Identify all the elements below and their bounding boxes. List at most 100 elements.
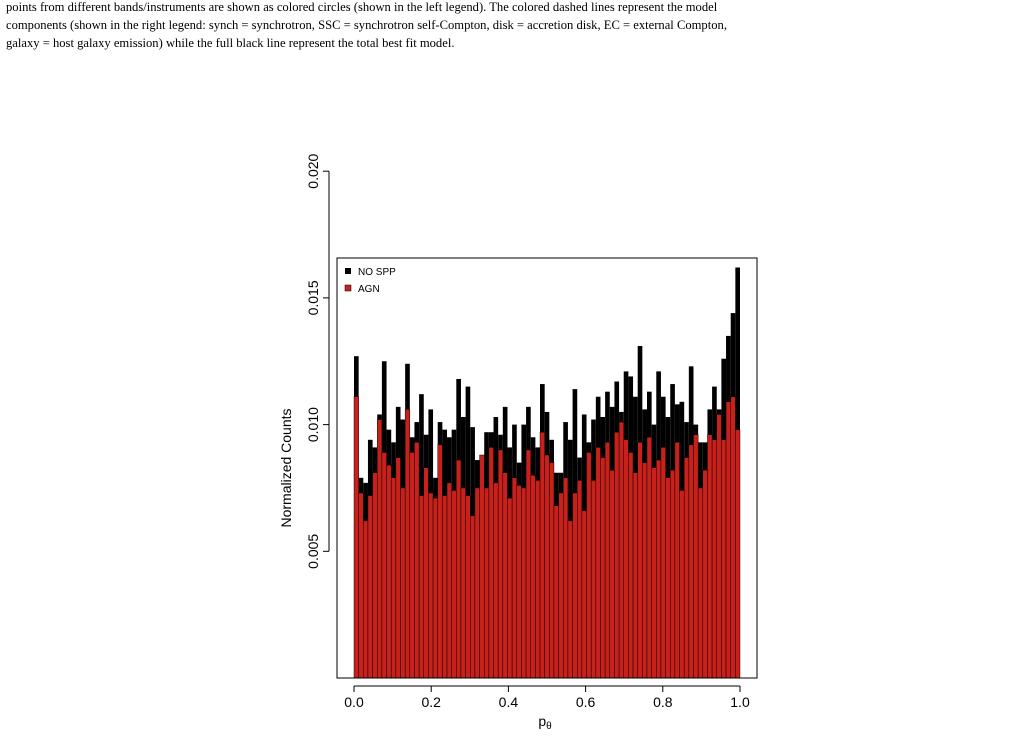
- x-axis-label-subscript: θ: [546, 721, 552, 732]
- y-tick-label: 0.020: [305, 153, 321, 188]
- bar-agn: [595, 447, 601, 679]
- bar-agn: [637, 442, 643, 679]
- bar-agn: [581, 510, 587, 679]
- bar-agn: [693, 434, 699, 679]
- bar-agn: [497, 449, 504, 679]
- x-axis: 0.0 0.2 0.4 0.6 0.8 1.0: [344, 685, 750, 710]
- bar-agn: [544, 454, 550, 679]
- bar-agn: [525, 449, 531, 679]
- x-tick-label: 0.8: [653, 694, 673, 710]
- y-axis: 0.005 0.010 0.015 0.020: [305, 153, 330, 569]
- bar-agn: [697, 487, 704, 679]
- bar-agn: [353, 396, 359, 679]
- bar-agn: [409, 452, 415, 679]
- bar-agn: [735, 429, 741, 679]
- bar-agn: [730, 396, 736, 679]
- bar-agn: [600, 457, 606, 679]
- x-tick-label: 1.0: [730, 694, 750, 710]
- y-tick-label: 0.005: [305, 534, 321, 569]
- bar-agn: [395, 457, 401, 679]
- bar-agn: [456, 459, 462, 679]
- bar-agn: [590, 480, 597, 679]
- bar-agn: [651, 467, 657, 679]
- bar-agn: [549, 462, 555, 679]
- bar-agn: [628, 452, 634, 679]
- bar-agn: [488, 447, 494, 679]
- bar-agn: [553, 505, 559, 679]
- bar-agn: [632, 472, 638, 679]
- bar-agn: [535, 480, 541, 679]
- bar-agn: [725, 401, 731, 679]
- bar-agn: [623, 439, 629, 679]
- bar-agn: [507, 497, 513, 679]
- bar-agn: [363, 520, 369, 679]
- legend-swatch-agn: [344, 284, 352, 292]
- bar-agn: [358, 492, 364, 679]
- figure-caption: points from different bands/instruments …: [6, 0, 1031, 52]
- bar-agn: [428, 492, 434, 679]
- bar-agn: [711, 439, 717, 679]
- x-axis-label: pθ: [538, 713, 552, 732]
- bar-agn: [479, 454, 485, 679]
- legend-swatch-no-spp: [345, 268, 351, 274]
- bar-agn: [614, 431, 620, 679]
- bar-agn: [609, 469, 615, 679]
- bar-agn: [372, 472, 378, 679]
- bar-agn: [437, 444, 443, 679]
- bar-agn: [716, 414, 722, 679]
- bar-agn: [656, 459, 662, 679]
- x-tick-label: 0.4: [499, 694, 519, 710]
- bar-agn: [679, 490, 685, 679]
- bar-layer: [353, 267, 741, 679]
- bar-agn: [511, 477, 517, 679]
- bar-agn: [618, 421, 624, 679]
- bar-agn: [521, 487, 527, 679]
- bar-agn: [432, 497, 438, 679]
- bar-agn: [721, 439, 727, 679]
- bar-agn: [572, 492, 578, 679]
- bar-agn: [670, 469, 676, 679]
- bar-agn: [483, 487, 490, 679]
- legend-label-agn: AGN: [358, 284, 380, 295]
- bar-agn: [442, 495, 448, 679]
- bar-agn: [702, 469, 708, 679]
- bar-agn: [558, 492, 564, 679]
- bar-agn: [563, 477, 569, 679]
- bar-agn: [451, 490, 457, 679]
- legend: NO SPP AGN: [344, 267, 396, 295]
- bar-agn: [577, 480, 583, 679]
- bar-agn: [404, 409, 411, 679]
- y-tick-label: 0.010: [305, 407, 321, 442]
- caption-line: components (shown in the right legend: s…: [6, 18, 727, 32]
- x-axis-label-main: p: [538, 713, 546, 729]
- bar-agn: [642, 462, 648, 679]
- bar-agn: [474, 487, 480, 679]
- y-tick-label: 0.015: [305, 280, 321, 315]
- bar-agn: [539, 431, 545, 679]
- bar-agn: [674, 442, 680, 679]
- bar-agn: [386, 464, 392, 679]
- bar-agn: [377, 419, 383, 679]
- x-tick-label: 0.0: [344, 694, 364, 710]
- plot-frame: [336, 257, 758, 679]
- bar-agn: [470, 515, 476, 679]
- bar-agn: [646, 437, 652, 679]
- bar-agn: [688, 444, 694, 679]
- bar-agn: [446, 482, 452, 679]
- bar-agn: [604, 442, 611, 679]
- bar-agn: [414, 442, 420, 679]
- legend-label-no-spp: NO SPP: [358, 267, 396, 278]
- x-tick-label: 0.2: [421, 694, 441, 710]
- bar-agn: [707, 434, 713, 679]
- caption-line: galaxy = host galaxy emission) while the…: [6, 36, 455, 50]
- bar-agn: [567, 520, 573, 679]
- bar-agn: [660, 447, 666, 679]
- bar-agn: [465, 495, 471, 679]
- bar-agn: [367, 495, 373, 679]
- bar-agn: [683, 457, 690, 679]
- bar-agn: [502, 472, 508, 679]
- bar-agn: [586, 452, 592, 679]
- bar-agn: [493, 482, 499, 679]
- bar-agn: [381, 452, 387, 679]
- caption-line: points from different bands/instruments …: [6, 0, 718, 14]
